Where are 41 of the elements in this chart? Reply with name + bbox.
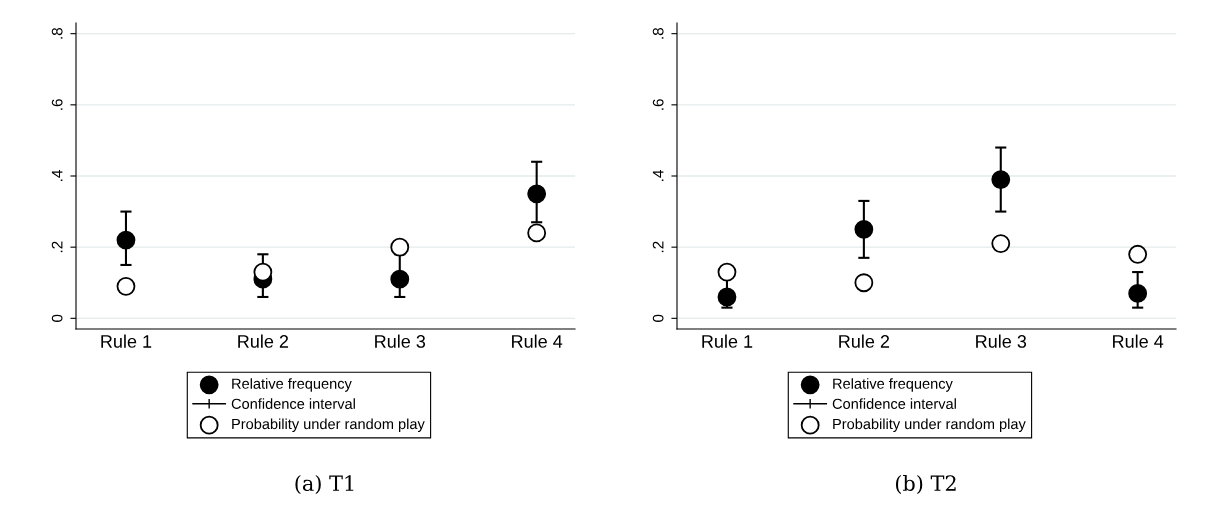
legend-label: Probability under random play xyxy=(833,418,1026,433)
point xyxy=(854,219,874,239)
x-tick-label: Rule 3 xyxy=(976,334,1027,348)
x-tick-label: Rule 3 xyxy=(375,334,426,348)
point xyxy=(854,273,874,293)
point xyxy=(1128,284,1148,303)
y-tick-label: .2 xyxy=(652,241,664,253)
y-tick-label: .6 xyxy=(51,99,63,110)
y-tick-label: .8 xyxy=(51,27,63,39)
x-tick-label: Rule 2 xyxy=(238,334,289,348)
point xyxy=(527,223,547,243)
y-tick-label: 0 xyxy=(652,314,664,322)
point xyxy=(116,276,136,296)
y-tick-label: .2 xyxy=(51,241,63,253)
text: (b) T2 xyxy=(895,474,956,494)
point xyxy=(116,230,136,250)
point xyxy=(991,234,1011,254)
point xyxy=(991,170,1011,189)
legend-label: Relative frequency xyxy=(833,378,953,392)
point xyxy=(390,269,410,289)
text: (a) T1 xyxy=(295,474,354,494)
point xyxy=(527,184,547,204)
y-tick-label: .4 xyxy=(51,170,63,181)
point xyxy=(1128,244,1148,264)
legend-label: Relative frequency xyxy=(232,378,352,392)
legend-label: Probability under random play xyxy=(232,418,425,433)
point xyxy=(253,262,273,282)
point xyxy=(390,237,410,257)
y-tick-label: .4 xyxy=(652,170,664,181)
text: Confidence interval xyxy=(832,398,956,409)
x-tick-label: Rule 1 xyxy=(702,334,753,348)
x-tick-label: Rule 4 xyxy=(512,334,563,348)
y-tick-label: 0 xyxy=(51,314,63,322)
text: Confidence interval xyxy=(231,398,355,409)
x-tick-label: Rule 4 xyxy=(1113,334,1164,348)
point xyxy=(717,262,737,282)
point xyxy=(717,287,737,307)
x-tick-label: Rule 2 xyxy=(839,334,890,348)
y-tick-label: .6 xyxy=(652,99,664,110)
x-tick-label: Rule 1 xyxy=(101,334,152,348)
y-tick-label: .8 xyxy=(652,27,664,39)
